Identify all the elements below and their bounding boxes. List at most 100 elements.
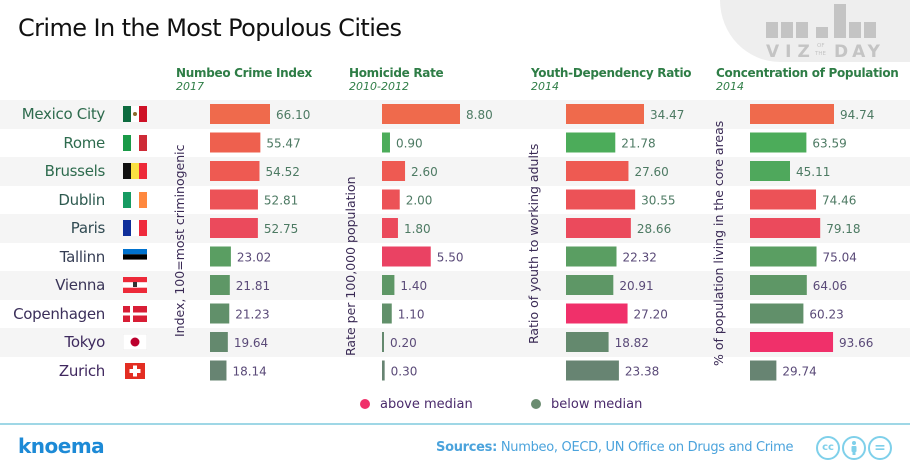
- bar: [210, 161, 260, 181]
- data-label: 18.82: [615, 336, 649, 350]
- sources-text: Sources: Numbeo, OECD, UN Office on Drug…: [436, 440, 793, 455]
- data-label: 21.81: [236, 279, 270, 293]
- no-derivatives-icon[interactable]: =: [868, 436, 892, 460]
- data-label: 8.80: [466, 108, 493, 122]
- sources-label: Sources:: [436, 440, 498, 455]
- bar: [382, 246, 431, 267]
- denmark-flag-icon: [123, 305, 147, 322]
- data-label: 23.38: [625, 365, 659, 379]
- data-label: 52.81: [264, 194, 298, 208]
- data-label: 1.10: [398, 308, 425, 322]
- data-label: 0.90: [396, 137, 423, 151]
- bar: [566, 132, 616, 153]
- data-label: 55.47: [266, 137, 300, 151]
- legend-dot-below-median: [531, 399, 541, 409]
- bar: [210, 104, 270, 124]
- page-title: Crime In the Most Populous Cities: [18, 14, 402, 42]
- data-label: 54.52: [265, 165, 299, 179]
- bar: [210, 332, 228, 352]
- data-label: 19.64: [234, 336, 268, 350]
- bar: [382, 275, 395, 295]
- bar: [566, 161, 629, 181]
- bar: [566, 189, 636, 210]
- data-label: 0.30: [391, 365, 418, 379]
- bar: [566, 303, 628, 324]
- legend-item-below-median: below median: [531, 397, 642, 412]
- data-label: 2.00: [406, 194, 433, 208]
- data-label: 34.47: [650, 108, 684, 122]
- attribution-icon[interactable]: [842, 436, 866, 460]
- logo-background: [720, 0, 910, 62]
- bar: [750, 275, 807, 295]
- city-name: Brussels: [44, 162, 106, 180]
- bar: [382, 360, 385, 381]
- data-label: 30.55: [641, 194, 675, 208]
- city-name: Dublin: [58, 190, 105, 209]
- austria-flag-icon: [123, 277, 147, 293]
- bar: [750, 303, 804, 324]
- legend-label: below median: [551, 397, 643, 412]
- bar: [210, 189, 258, 210]
- japan-flag-icon: [122, 333, 148, 351]
- bar: [566, 104, 644, 124]
- estonia-flag-icon: [123, 248, 147, 265]
- data-label: 66.10: [276, 108, 310, 122]
- column-subtitle: 2014: [716, 80, 744, 93]
- knoema-logo[interactable]: knoema: [18, 434, 105, 458]
- bar: [382, 104, 460, 124]
- bar: [750, 161, 790, 181]
- person-icon: [851, 441, 857, 455]
- bar: [750, 360, 777, 381]
- data-label: 64.06: [813, 279, 847, 293]
- column-title: Homicide Rate: [349, 66, 444, 80]
- france-flag-icon: [123, 220, 147, 236]
- column-subtitle: 2017: [176, 80, 204, 93]
- bar: [382, 332, 384, 352]
- bar: [210, 218, 258, 238]
- data-label: 2.60: [411, 165, 438, 179]
- mexico-flag-icon: [123, 106, 147, 122]
- logo-the: THE: [814, 51, 826, 57]
- data-label: 29.74: [782, 365, 816, 379]
- bar: [750, 132, 807, 153]
- data-label: 20.91: [619, 279, 653, 293]
- bar: [750, 246, 817, 267]
- column-title: Concentration of Population: [716, 66, 899, 80]
- legend-dot-above-median: [360, 399, 370, 409]
- bar: [210, 246, 231, 267]
- data-label: 0.20: [390, 336, 417, 350]
- city-name: Zurich: [58, 361, 105, 380]
- logo-of: OF: [817, 43, 825, 49]
- bar: [750, 104, 834, 124]
- data-label: 1.40: [400, 279, 427, 293]
- data-label: 45.11: [796, 165, 830, 179]
- data-label: 23.02: [237, 251, 271, 265]
- cc-icon[interactable]: cc: [816, 436, 840, 460]
- column-title: Numbeo Crime Index: [176, 66, 312, 80]
- logo-bar: [816, 27, 828, 38]
- legend-item-above-median: above median: [360, 397, 473, 412]
- bar: [750, 332, 834, 352]
- city-name: Paris: [70, 219, 106, 237]
- data-label: 94.74: [840, 108, 874, 122]
- data-label: 75.04: [823, 251, 857, 265]
- data-label: 63.59: [812, 137, 846, 151]
- column-title: Youth-Dependency Ratio: [531, 66, 692, 80]
- logo-bar: [834, 4, 846, 38]
- ireland-flag-icon: [123, 191, 147, 208]
- bar: [566, 218, 631, 238]
- data-label: 22.32: [623, 251, 657, 265]
- logo-bar: [796, 22, 808, 38]
- bar: [566, 360, 619, 381]
- column-header-population-concentration: Concentration of Population 2014: [716, 66, 899, 93]
- bar: [210, 132, 261, 153]
- data-label: 74.46: [822, 194, 856, 208]
- logo-bar: [864, 22, 876, 38]
- city-name: Copenhagen: [13, 304, 105, 323]
- bar: [382, 303, 392, 324]
- legend-label: above median: [380, 397, 473, 412]
- bar: [382, 218, 398, 238]
- data-label: 21.78: [621, 137, 655, 151]
- italy-flag-icon: [123, 134, 147, 151]
